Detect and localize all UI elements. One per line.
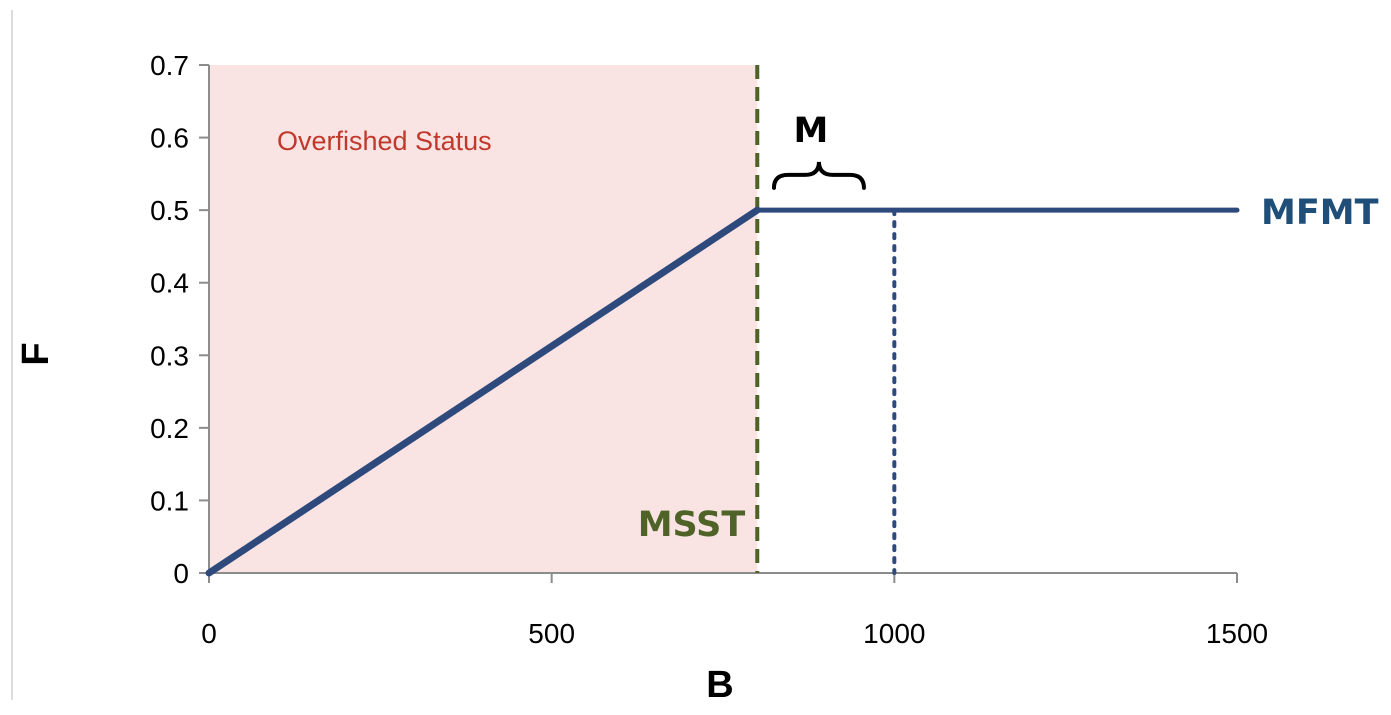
annotation-m-brace — [771, 161, 866, 190]
y-tick-label: 0.5 — [150, 195, 189, 226]
annotations-layer: MFMT M — [771, 111, 1379, 233]
reference-lines-layer: MSST — [638, 65, 897, 575]
reference-line-label-msst: MSST — [638, 505, 746, 545]
annotation-m: M — [794, 111, 829, 151]
x-axis-title: B — [706, 664, 733, 706]
region-overfished-status — [209, 65, 758, 573]
series-segment — [205, 206, 761, 577]
x-ticks: 0 500 1000 1500 — [201, 573, 1268, 649]
y-tick-label: 0.3 — [150, 340, 189, 371]
axes-layer — [208, 65, 1237, 574]
y-ticks: 0 0.1 0.2 0.3 0.4 0.5 0.6 0.7 — [150, 50, 209, 589]
region-label-overfished-status: Overfished Status — [277, 126, 492, 156]
y-tick-label: 0.2 — [150, 413, 189, 444]
y-tick-label: 0 — [173, 558, 189, 589]
x-tick-label: 1000 — [863, 618, 925, 649]
y-axis-title: F — [15, 342, 57, 365]
series-layer — [205, 206, 1240, 577]
x-tick-label: 0 — [201, 618, 217, 649]
y-tick-label: 0.1 — [150, 485, 189, 516]
x-tick-label: 500 — [528, 618, 575, 649]
y-tick-label: 0.6 — [150, 123, 189, 154]
x-tick-label: 1500 — [1206, 618, 1268, 649]
annotation-mfmt: MFMT — [1261, 193, 1379, 233]
y-tick-label: 0.7 — [150, 50, 189, 81]
regions-layer: Overfished Status — [209, 65, 758, 573]
y-tick-label: 0.4 — [150, 268, 189, 299]
